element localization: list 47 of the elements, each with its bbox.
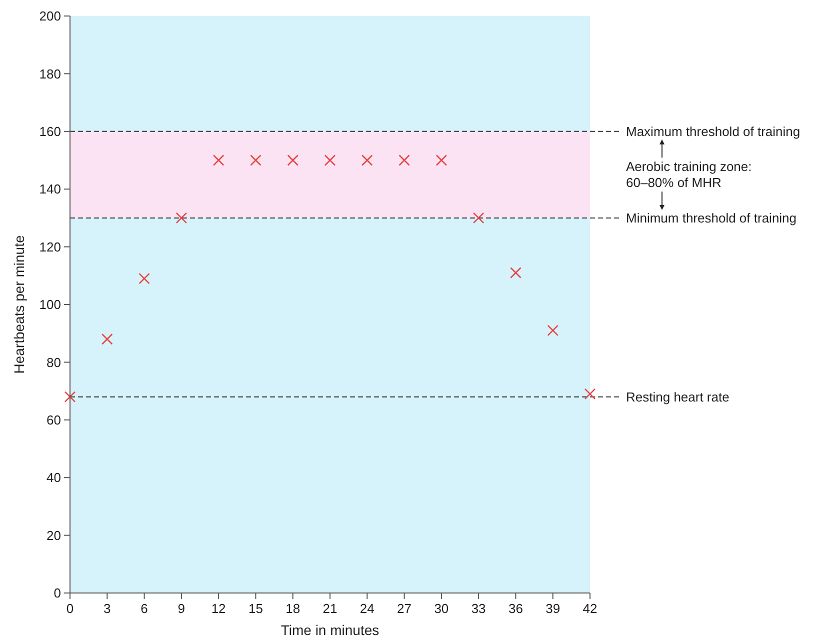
- point: [510, 267, 522, 278]
- ref-line-label: Minimum threshold of training: [626, 210, 797, 226]
- y-tick-label: 0: [54, 586, 61, 601]
- point: [138, 272, 150, 284]
- x-tick-label: 15: [248, 601, 263, 616]
- x-tick-label: 30: [434, 601, 449, 616]
- x-tick-label: 9: [178, 601, 186, 616]
- point: [472, 212, 484, 224]
- y-tick-label: 160: [39, 124, 61, 139]
- point: [64, 391, 76, 402]
- x-tick-label: 18: [286, 601, 300, 616]
- point: [287, 154, 299, 166]
- x-tick-label: 42: [582, 601, 598, 616]
- y-axis-title: Heartbeats per minute: [11, 235, 27, 374]
- point: [398, 154, 410, 166]
- point: [212, 154, 224, 166]
- x-tick-label: 0: [66, 601, 74, 616]
- x-tick-label: 24: [360, 601, 374, 616]
- y-tick-label: 140: [39, 182, 61, 197]
- point: [250, 154, 262, 166]
- y-tick-label: 40: [46, 470, 61, 486]
- x-tick-label: 6: [140, 601, 148, 616]
- x-tick-label: 39: [546, 601, 560, 616]
- x-tick-label: 21: [322, 601, 338, 616]
- ref-line-label: Resting heart rate: [626, 389, 730, 404]
- x-tick-label: 36: [508, 601, 523, 616]
- y-tick-label: 20: [46, 528, 61, 543]
- point: [436, 154, 448, 166]
- band-label: Aerobic training zone: 60–80% of MHR: [626, 159, 752, 190]
- point: [101, 333, 113, 345]
- point: [324, 154, 336, 166]
- point: [547, 324, 559, 336]
- point: [584, 388, 596, 400]
- x-tick-label: 3: [104, 601, 111, 616]
- y-tick-label: 80: [46, 354, 61, 370]
- y-tick-label: 60: [46, 412, 61, 428]
- y-tick-label: 120: [39, 239, 61, 254]
- y-tick-label: 100: [39, 297, 61, 312]
- ref-line-label: Maximum threshold of training: [626, 124, 800, 139]
- x-axis-title: Time in minutes: [280, 622, 380, 638]
- x-tick-label: 27: [397, 601, 412, 616]
- x-tick-label: 12: [211, 601, 226, 616]
- y-tick-label: 200: [39, 8, 61, 24]
- y-tick-label: 180: [39, 66, 61, 82]
- point: [176, 212, 188, 224]
- x-tick-label: 33: [471, 601, 486, 616]
- point: [361, 154, 373, 166]
